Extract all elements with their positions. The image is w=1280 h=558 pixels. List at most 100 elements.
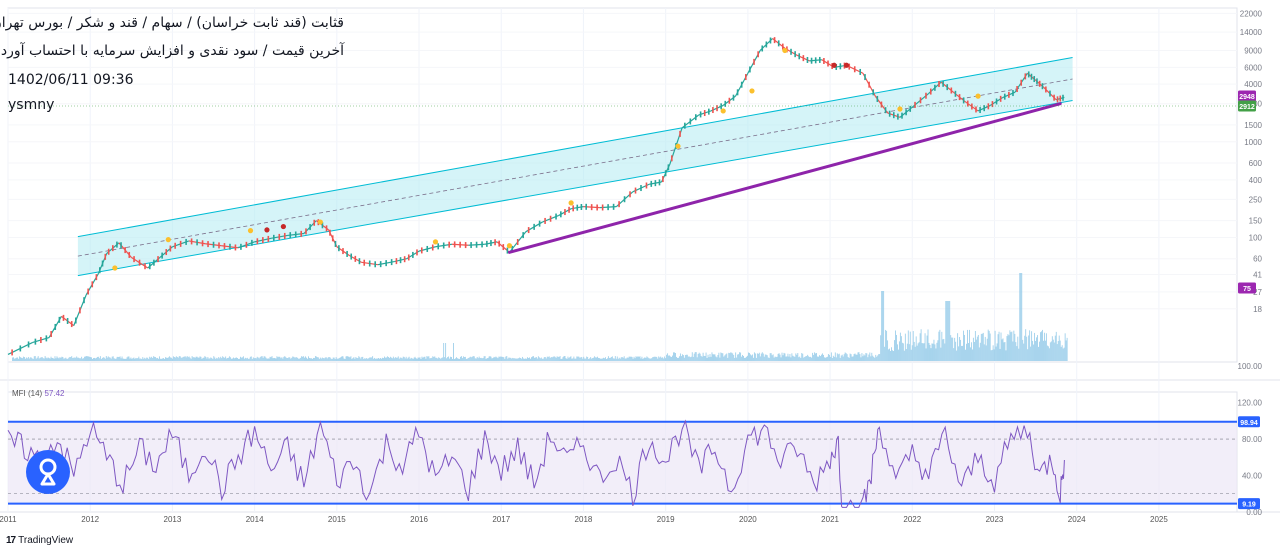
year-tick-label: 2025 — [1150, 515, 1168, 524]
volume-bar — [132, 358, 134, 361]
volume-bar — [779, 354, 781, 361]
volume-bar — [890, 350, 891, 361]
volume-bar — [932, 343, 934, 361]
volume-bar — [22, 356, 24, 361]
volume-bar — [140, 358, 142, 361]
price-candle — [448, 241, 450, 248]
volume-bar — [845, 353, 847, 361]
price-candle — [329, 229, 331, 236]
price-candle — [498, 240, 500, 247]
price-candle — [576, 204, 579, 211]
volume-bar — [364, 358, 366, 361]
volume-bar — [719, 357, 721, 361]
volume-bar — [502, 356, 504, 361]
price-candle — [1003, 93, 1006, 100]
volume-bar — [535, 357, 537, 361]
volume-bar — [789, 354, 791, 361]
volume-bar — [656, 356, 658, 361]
price-candle — [262, 237, 264, 244]
volume-bar — [135, 357, 137, 361]
volume-bar — [258, 358, 260, 361]
mfi-legend[interactable]: MFI (14) 57.42 — [12, 389, 65, 398]
volume-bar — [854, 353, 856, 361]
volume-bar — [339, 357, 341, 361]
mfi-band — [8, 421, 1237, 504]
volume-bar — [1040, 332, 1041, 361]
volume-bar — [302, 356, 304, 361]
dividend-marker — [165, 237, 171, 243]
volume-bar — [214, 357, 216, 361]
price-candle — [645, 182, 648, 189]
volume-bar — [398, 358, 400, 361]
volume-bar — [1036, 337, 1037, 361]
volume-bar — [911, 345, 913, 361]
volume-bar — [594, 356, 596, 361]
price-candle — [50, 331, 52, 338]
price-candle — [884, 107, 887, 114]
volume-bar — [323, 358, 325, 361]
volume-bar — [139, 358, 141, 361]
volume-bar — [900, 336, 902, 361]
volume-bar — [837, 354, 839, 361]
volume-bar — [44, 356, 46, 361]
volume-bar — [332, 357, 334, 361]
volume-bar — [741, 356, 743, 361]
volume-bar — [720, 352, 722, 361]
volume-bar — [493, 356, 495, 361]
volume-bar — [635, 356, 637, 361]
volume-bar — [370, 357, 372, 361]
price-tick-label: 100 — [1249, 233, 1263, 242]
volume-bar — [229, 356, 231, 361]
volume-bar — [447, 357, 449, 361]
volume-bar — [367, 358, 369, 361]
volume-bar — [823, 354, 824, 361]
volume-bar — [54, 356, 56, 361]
volume-bar — [200, 356, 202, 361]
volume-bar — [143, 358, 145, 361]
volume-bar — [850, 354, 852, 361]
volume-bar — [611, 356, 613, 361]
volume-bar — [573, 356, 575, 361]
volume-bar — [45, 357, 47, 361]
volume-bar — [400, 357, 402, 361]
price-candle — [179, 240, 182, 247]
price-candle — [580, 203, 583, 210]
volume-bar — [136, 358, 138, 361]
mfi-current-value: 57.42 — [44, 389, 65, 398]
volume-bar — [577, 356, 579, 361]
volume-bar — [481, 358, 483, 361]
volume-bar — [592, 358, 594, 361]
tradingview-logo[interactable]: 17 TradingView — [6, 535, 73, 546]
volume-bar — [733, 354, 735, 361]
volume-bar — [552, 356, 554, 361]
volume-bar — [38, 358, 40, 361]
volume-bar — [422, 357, 424, 361]
volume-bar — [689, 357, 691, 361]
volume-bar — [84, 356, 86, 361]
idea-fab-button[interactable] — [26, 450, 70, 494]
volume-bar — [105, 356, 107, 361]
price-candle — [585, 203, 587, 210]
volume-bar — [970, 342, 972, 361]
price-tag-label: 2912 — [1239, 104, 1255, 111]
volume-bar — [717, 355, 719, 361]
volume-bar — [643, 357, 645, 361]
price-candle — [703, 110, 706, 117]
volume-bar — [124, 358, 126, 361]
volume-bar — [144, 357, 146, 361]
volume-bar — [815, 353, 817, 361]
dividend-marker — [568, 200, 574, 206]
volume-bar — [1034, 332, 1036, 361]
price-candle — [549, 215, 552, 222]
volume-bar — [759, 356, 761, 361]
volume-bar — [760, 353, 762, 361]
volume-bar — [1018, 348, 1020, 361]
volume-bar — [526, 358, 527, 361]
volume-bar — [1026, 336, 1028, 361]
price-candle — [720, 103, 722, 110]
price-candle — [363, 259, 366, 266]
volume-bar — [50, 356, 52, 361]
volume-bar — [860, 357, 862, 361]
